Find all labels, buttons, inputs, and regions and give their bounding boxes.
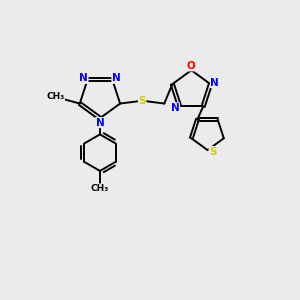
Text: CH₃: CH₃: [46, 92, 64, 101]
Text: CH₃: CH₃: [91, 184, 109, 193]
Text: N: N: [171, 103, 180, 113]
Text: S: S: [209, 146, 217, 157]
Text: N: N: [210, 78, 219, 88]
Text: S: S: [138, 96, 146, 106]
Text: N: N: [96, 118, 104, 128]
Text: O: O: [187, 61, 196, 71]
Text: N: N: [79, 74, 88, 83]
Text: N: N: [112, 74, 121, 83]
